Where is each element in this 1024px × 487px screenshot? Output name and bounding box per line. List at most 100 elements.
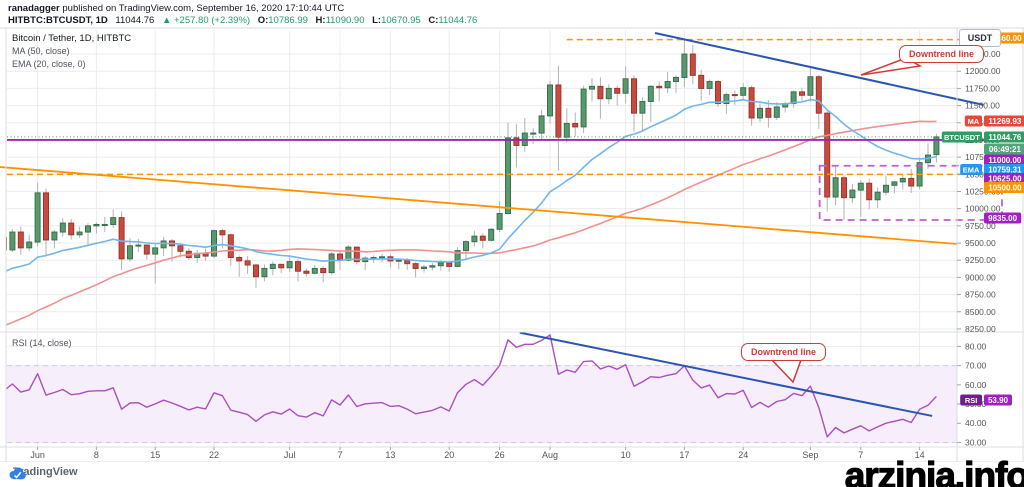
svg-text:40.00: 40.00 <box>965 418 987 428</box>
svg-text:10759.31: 10759.31 <box>988 166 1022 175</box>
symbol-ohlc-row: HITBTC:BTCUSDT, 1D 11044.76 ▲ +257.80 (+… <box>8 15 477 27</box>
svg-text:20: 20 <box>444 450 454 460</box>
rsi-pane-legend[interactable]: RSI (14, close) <box>12 337 72 350</box>
rsi-line <box>6 334 937 438</box>
axis-badge-rsi: RSI 53.90 <box>960 394 1012 406</box>
ema-20-line <box>6 98 937 272</box>
footer-bar: TradingView <box>0 462 1024 487</box>
svg-text:9835.00: 9835.00 <box>988 214 1017 223</box>
price-axis[interactable]: 8250.00 8500.00 8750.00 9000.00 9250.00 9500.… <box>957 49 1001 447</box>
site-watermark: arzinja.info <box>844 455 1024 487</box>
trendline-rsi-2[interactable] <box>519 331 933 417</box>
price-change: ▲ +257.80 (+2.39%) <box>161 15 251 26</box>
svg-text:11044.76: 11044.76 <box>988 133 1021 142</box>
tradingview-cloud-icon <box>9 467 26 480</box>
svg-text:11000.00: 11000.00 <box>988 156 1021 165</box>
svg-text:26: 26 <box>495 450 505 460</box>
svg-text:11000.00: 11000.00 <box>965 135 1000 145</box>
svg-text:10000.00: 10000.00 <box>965 204 1001 214</box>
rsi-band <box>7 365 957 443</box>
axis-badge-level-9835: 9835.00 <box>984 212 1022 224</box>
svg-text:30.00: 30.00 <box>965 437 987 447</box>
svg-text:9250.00: 9250.00 <box>965 255 996 265</box>
downtrend-callout-main[interactable]: Downtrend line <box>899 45 984 63</box>
svg-text:10500.00: 10500.00 <box>965 169 1001 179</box>
svg-text:11500.00: 11500.00 <box>965 101 1000 111</box>
svg-text:12000.00: 12000.00 <box>965 66 1001 76</box>
open-label: O: <box>257 15 269 26</box>
svg-text:BTCUSDT: BTCUSDT <box>944 133 980 142</box>
svg-text:80.00: 80.00 <box>965 341 987 351</box>
svg-text:17: 17 <box>679 450 689 460</box>
svg-text:Jun: Jun <box>30 450 45 460</box>
price-levels <box>7 38 1003 221</box>
svg-text:10750.00: 10750.00 <box>965 152 1001 162</box>
svg-text:Sep: Sep <box>802 450 818 460</box>
low-value: 10670.95 <box>381 15 421 26</box>
main-pane-legend[interactable]: Bitcoin / Tether, 1D, HITBTC MA (50, clo… <box>12 32 131 71</box>
svg-text:8500.00: 8500.00 <box>965 307 996 317</box>
svg-text:8250.00: 8250.00 <box>965 324 996 334</box>
tradingview-wordmark: TradingView <box>13 466 78 478</box>
axis-badge-level-10500: 10500.00 <box>984 182 1024 193</box>
author-name: ranadagger <box>8 3 60 14</box>
svg-text:9000.00: 9000.00 <box>965 272 996 282</box>
svg-text:7: 7 <box>337 450 342 460</box>
svg-text:10: 10 <box>621 450 631 460</box>
last-price: 11044.76 <box>115 15 155 26</box>
rsi-legend: RSI (14, close) <box>12 338 72 348</box>
svg-text:Jul: Jul <box>284 450 296 460</box>
axis-badge-ema: EMA 10759.31 <box>960 164 1024 175</box>
trendline-price-0[interactable] <box>0 166 958 245</box>
ema-legend: EMA (20, close, 0) <box>12 59 86 69</box>
publish-text: published on TradingView.com, September … <box>59 3 345 14</box>
svg-text:22: 22 <box>209 450 219 460</box>
svg-text:12460.00: 12460.00 <box>988 34 1022 43</box>
high-label: H: <box>315 15 326 26</box>
downtrend-callout-rsi[interactable]: Downtrend line <box>741 343 826 361</box>
low-label: L: <box>372 15 382 26</box>
svg-text:8750.00: 8750.00 <box>965 290 996 300</box>
svg-text:11269.93: 11269.93 <box>988 117 1021 126</box>
publish-info: ranadagger published on TradingView.com,… <box>8 3 344 15</box>
symbol-name: HITBTC:BTCUSDT, 1D <box>8 15 108 26</box>
svg-text:9500.00: 9500.00 <box>965 238 996 248</box>
axis-badge-level-11000: 11000.00 <box>984 154 1024 166</box>
candles <box>6 39 940 288</box>
time-axis[interactable]: Jun 8 15 22 Jul 7 13 20 26 Aug 10 17 24 Sep 7 14 <box>30 447 925 460</box>
axis-badge-ma: MA 11269.93 <box>964 115 1024 127</box>
svg-text:10625.00: 10625.00 <box>988 175 1022 184</box>
svg-text:70.00: 70.00 <box>965 361 987 371</box>
svg-text:14: 14 <box>915 450 925 460</box>
svg-text:EMA: EMA <box>963 165 980 174</box>
svg-text:Aug: Aug <box>542 450 558 460</box>
svg-text:10500.00: 10500.00 <box>988 184 1022 193</box>
high-value: 11090.90 <box>325 15 365 26</box>
trendline-price-1[interactable] <box>654 32 984 106</box>
open-value: 10786.99 <box>268 15 308 26</box>
svg-text:53.90: 53.90 <box>988 396 1009 405</box>
svg-text:13: 13 <box>385 450 395 460</box>
svg-text:9750.00: 9750.00 <box>965 221 996 231</box>
svg-text:24: 24 <box>738 450 748 460</box>
svg-text:11750.00: 11750.00 <box>965 83 1000 93</box>
axis-badge-level-10625: 10625.00 <box>984 173 1024 184</box>
axis-badge-price: BTCUSDT 11044.76 <box>941 131 1024 143</box>
close-value: 11044.76 <box>438 15 478 26</box>
svg-text:RSI: RSI <box>965 396 978 405</box>
tradingview-logo[interactable]: TradingView <box>8 466 78 480</box>
svg-text:8: 8 <box>94 450 99 460</box>
axis-badge-countdown: 06:49:21 <box>984 143 1024 155</box>
svg-text:06:49:21: 06:49:21 <box>989 145 1022 154</box>
svg-text:11250.00: 11250.00 <box>965 118 1000 128</box>
svg-text:60.00: 60.00 <box>965 380 987 390</box>
svg-text:MA: MA <box>968 117 980 126</box>
svg-text:15: 15 <box>150 450 160 460</box>
ma-legend: MA (50, close) <box>12 46 70 56</box>
close-label: C: <box>428 15 439 26</box>
svg-text:7: 7 <box>858 450 863 460</box>
chart-title: Bitcoin / Tether, 1D, HITBTC <box>12 33 132 44</box>
svg-text:10250.00: 10250.00 <box>965 186 1001 196</box>
